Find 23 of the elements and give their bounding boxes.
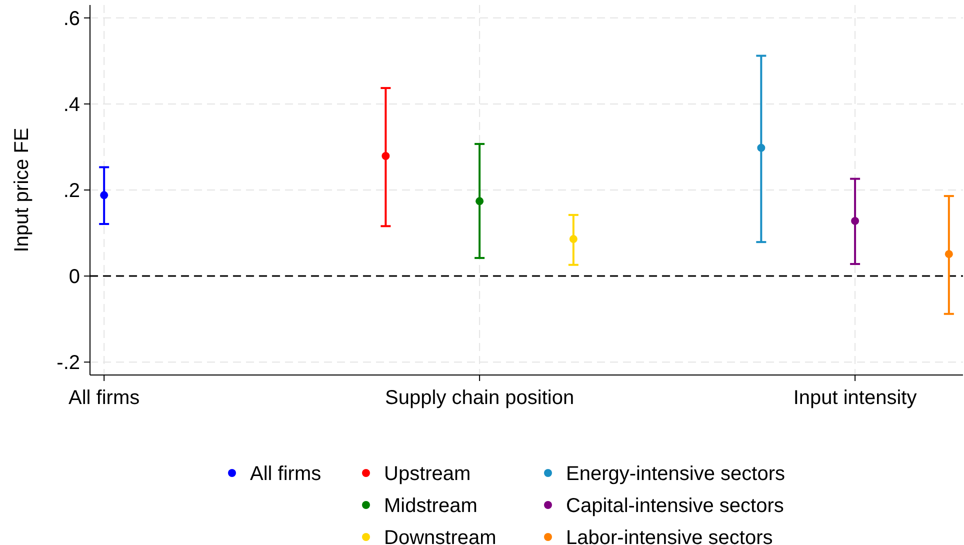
y-tick-label: 0 (68, 266, 80, 288)
y-axis-title: Input price FE (11, 128, 33, 252)
legend-label: Energy-intensive sectors (566, 463, 785, 485)
legend-label: Upstream (384, 463, 471, 485)
x-tick-label: Supply chain position (385, 387, 574, 409)
x-tick-label: Input intensity (793, 387, 917, 409)
point (569, 235, 578, 244)
y-tick-label: .2 (63, 180, 80, 202)
x-tick-label: All firms (68, 387, 140, 409)
point (757, 144, 766, 152)
legend-label: All firms (250, 463, 322, 485)
point (476, 197, 484, 206)
legend-label: Capital-intensive sectors (566, 495, 784, 517)
point (100, 191, 108, 200)
point (851, 216, 860, 225)
legend-label: Midstream (384, 495, 478, 517)
y-tick-label: .6 (63, 8, 80, 30)
legend-label: Labor-intensive sectors (566, 527, 773, 545)
y-tick-label: -.2 (56, 352, 80, 374)
legend-label: Downstream (384, 527, 496, 545)
point (944, 250, 953, 258)
point (382, 152, 390, 160)
y-tick-label: .4 (63, 94, 80, 116)
